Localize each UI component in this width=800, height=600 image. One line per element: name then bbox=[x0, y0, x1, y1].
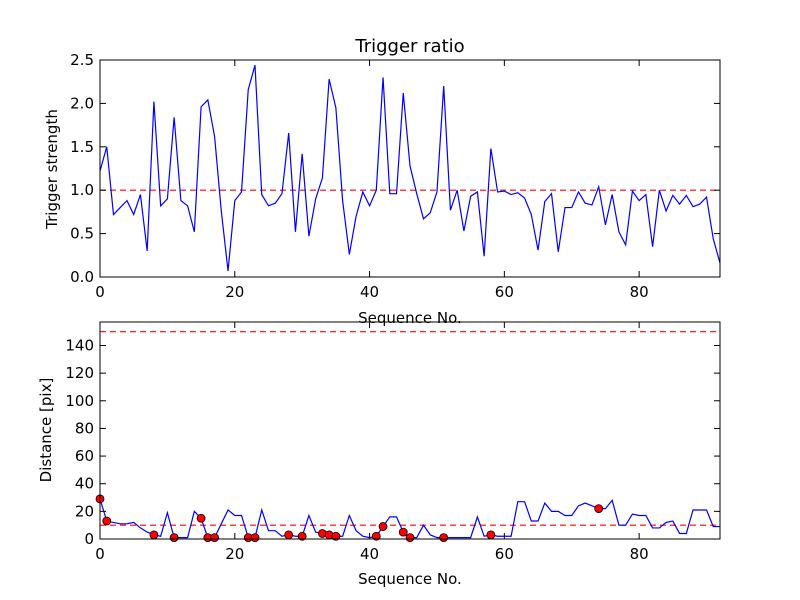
y-tick-label: 120 bbox=[65, 364, 94, 382]
y-tick-label: 2.5 bbox=[70, 51, 94, 69]
y-tick-label: 60 bbox=[75, 447, 94, 465]
x-axis-label: Sequence No. bbox=[358, 309, 462, 327]
x-tick-label: 40 bbox=[360, 283, 379, 301]
data-point bbox=[169, 533, 179, 543]
data-point bbox=[405, 533, 415, 543]
y-axis-label: Trigger strength bbox=[43, 109, 61, 230]
y-tick-label: 0.0 bbox=[70, 268, 94, 286]
y-tick-label: 1.5 bbox=[70, 138, 94, 156]
x-tick-label: 40 bbox=[360, 545, 379, 563]
x-tick-label: 60 bbox=[495, 545, 514, 563]
y-tick-label: 140 bbox=[65, 336, 94, 354]
y-tick-label: 0 bbox=[84, 530, 94, 548]
series-line bbox=[99, 65, 721, 271]
axes-frame bbox=[99, 321, 721, 540]
data-point bbox=[250, 533, 260, 543]
y-tick-label: 100 bbox=[65, 392, 94, 410]
data-point bbox=[331, 531, 341, 541]
y-tick-label: 20 bbox=[75, 502, 94, 520]
data-point bbox=[210, 533, 219, 543]
y-tick-label: 0.5 bbox=[70, 225, 94, 243]
axes-frame bbox=[99, 59, 721, 278]
data-point bbox=[398, 527, 408, 537]
data-point bbox=[486, 530, 496, 540]
data-point bbox=[378, 522, 388, 531]
data-point bbox=[102, 516, 112, 526]
data-point bbox=[284, 530, 294, 540]
scatter-series bbox=[95, 494, 604, 543]
y-tick-label: 1.0 bbox=[70, 181, 94, 199]
y-axis-label: Distance [pix] bbox=[37, 378, 55, 483]
y-tick-label: 40 bbox=[75, 475, 94, 493]
data-point bbox=[196, 513, 206, 523]
plot-area: 0 20 40 60 80 0 20 40 60 80 100 120 140 bbox=[65, 321, 721, 563]
distance-chart: 0 20 40 60 80 0 20 40 60 80 100 120 140 Sequence No.… bbox=[37, 321, 721, 588]
y-tick-label: 2.0 bbox=[70, 94, 94, 112]
y-tick-label: 80 bbox=[75, 419, 94, 437]
data-point bbox=[439, 533, 449, 543]
chart-title: Trigger ratio bbox=[354, 36, 464, 57]
data-point bbox=[149, 530, 159, 540]
x-tick-label: 20 bbox=[225, 283, 244, 301]
x-tick-label: 20 bbox=[225, 545, 244, 563]
data-point bbox=[371, 531, 381, 541]
x-axis-label: Sequence No. bbox=[358, 570, 462, 588]
x-tick-label: 60 bbox=[495, 283, 514, 301]
x-tick-label: 0 bbox=[95, 545, 105, 563]
data-point bbox=[297, 531, 307, 541]
data-point bbox=[594, 504, 604, 513]
x-tick-label: 80 bbox=[630, 545, 649, 563]
x-tick-label: 0 bbox=[95, 283, 105, 301]
x-tick-label: 80 bbox=[630, 283, 649, 301]
plot-area: 0 20 40 60 80 0.0 0.5 1.0 1.5 2.0 2.5 bbox=[70, 51, 721, 301]
